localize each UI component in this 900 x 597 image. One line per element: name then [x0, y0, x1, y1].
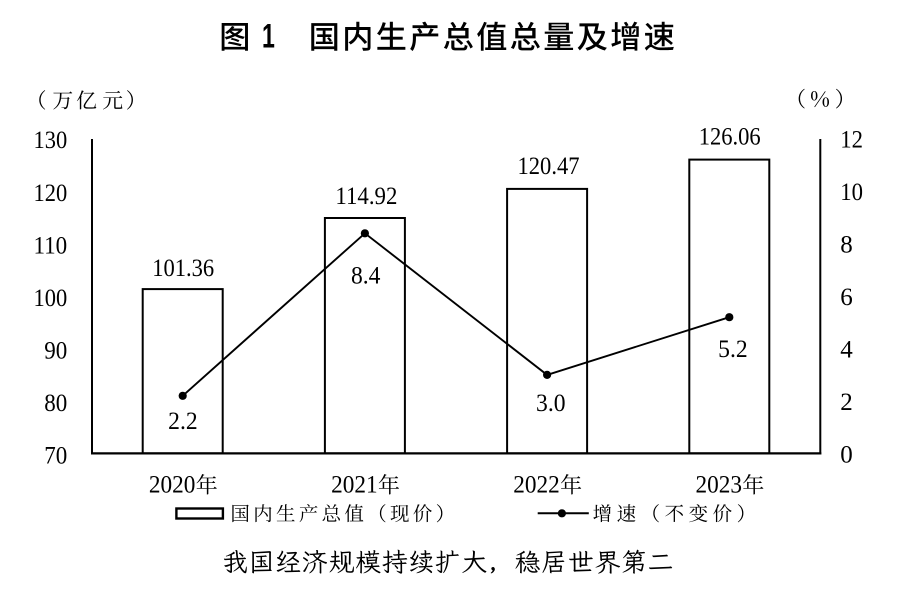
svg-text:101.36: 101.36 [152, 255, 214, 282]
svg-text:2: 2 [840, 389, 853, 416]
svg-text:4: 4 [840, 337, 853, 364]
svg-text:120: 120 [34, 180, 68, 207]
svg-text:100: 100 [34, 285, 68, 312]
svg-text:90: 90 [44, 337, 67, 364]
svg-text:3.0: 3.0 [536, 390, 566, 417]
svg-text:5.2: 5.2 [718, 336, 748, 363]
svg-text:6: 6 [840, 284, 853, 311]
svg-text:2021: 2021 [331, 472, 378, 499]
svg-text:2020: 2020 [149, 472, 196, 499]
svg-text:110: 110 [34, 232, 68, 259]
svg-text:0: 0 [840, 442, 853, 469]
svg-text:130: 130 [34, 127, 68, 154]
svg-text:12: 12 [840, 127, 863, 154]
svg-text:2022: 2022 [513, 472, 560, 499]
svg-text:8.4: 8.4 [351, 263, 381, 290]
svg-text:80: 80 [44, 390, 67, 417]
svg-text:120.47: 120.47 [518, 153, 580, 180]
svg-text:114.92: 114.92 [335, 183, 397, 210]
svg-text:2.2: 2.2 [168, 408, 198, 435]
svg-text:2023: 2023 [696, 472, 743, 499]
svg-text:126.06: 126.06 [699, 123, 761, 150]
svg-text:8: 8 [840, 232, 853, 259]
svg-text:1: 1 [262, 18, 275, 55]
svg-text:70: 70 [44, 443, 67, 470]
svg-text:10: 10 [840, 179, 863, 206]
